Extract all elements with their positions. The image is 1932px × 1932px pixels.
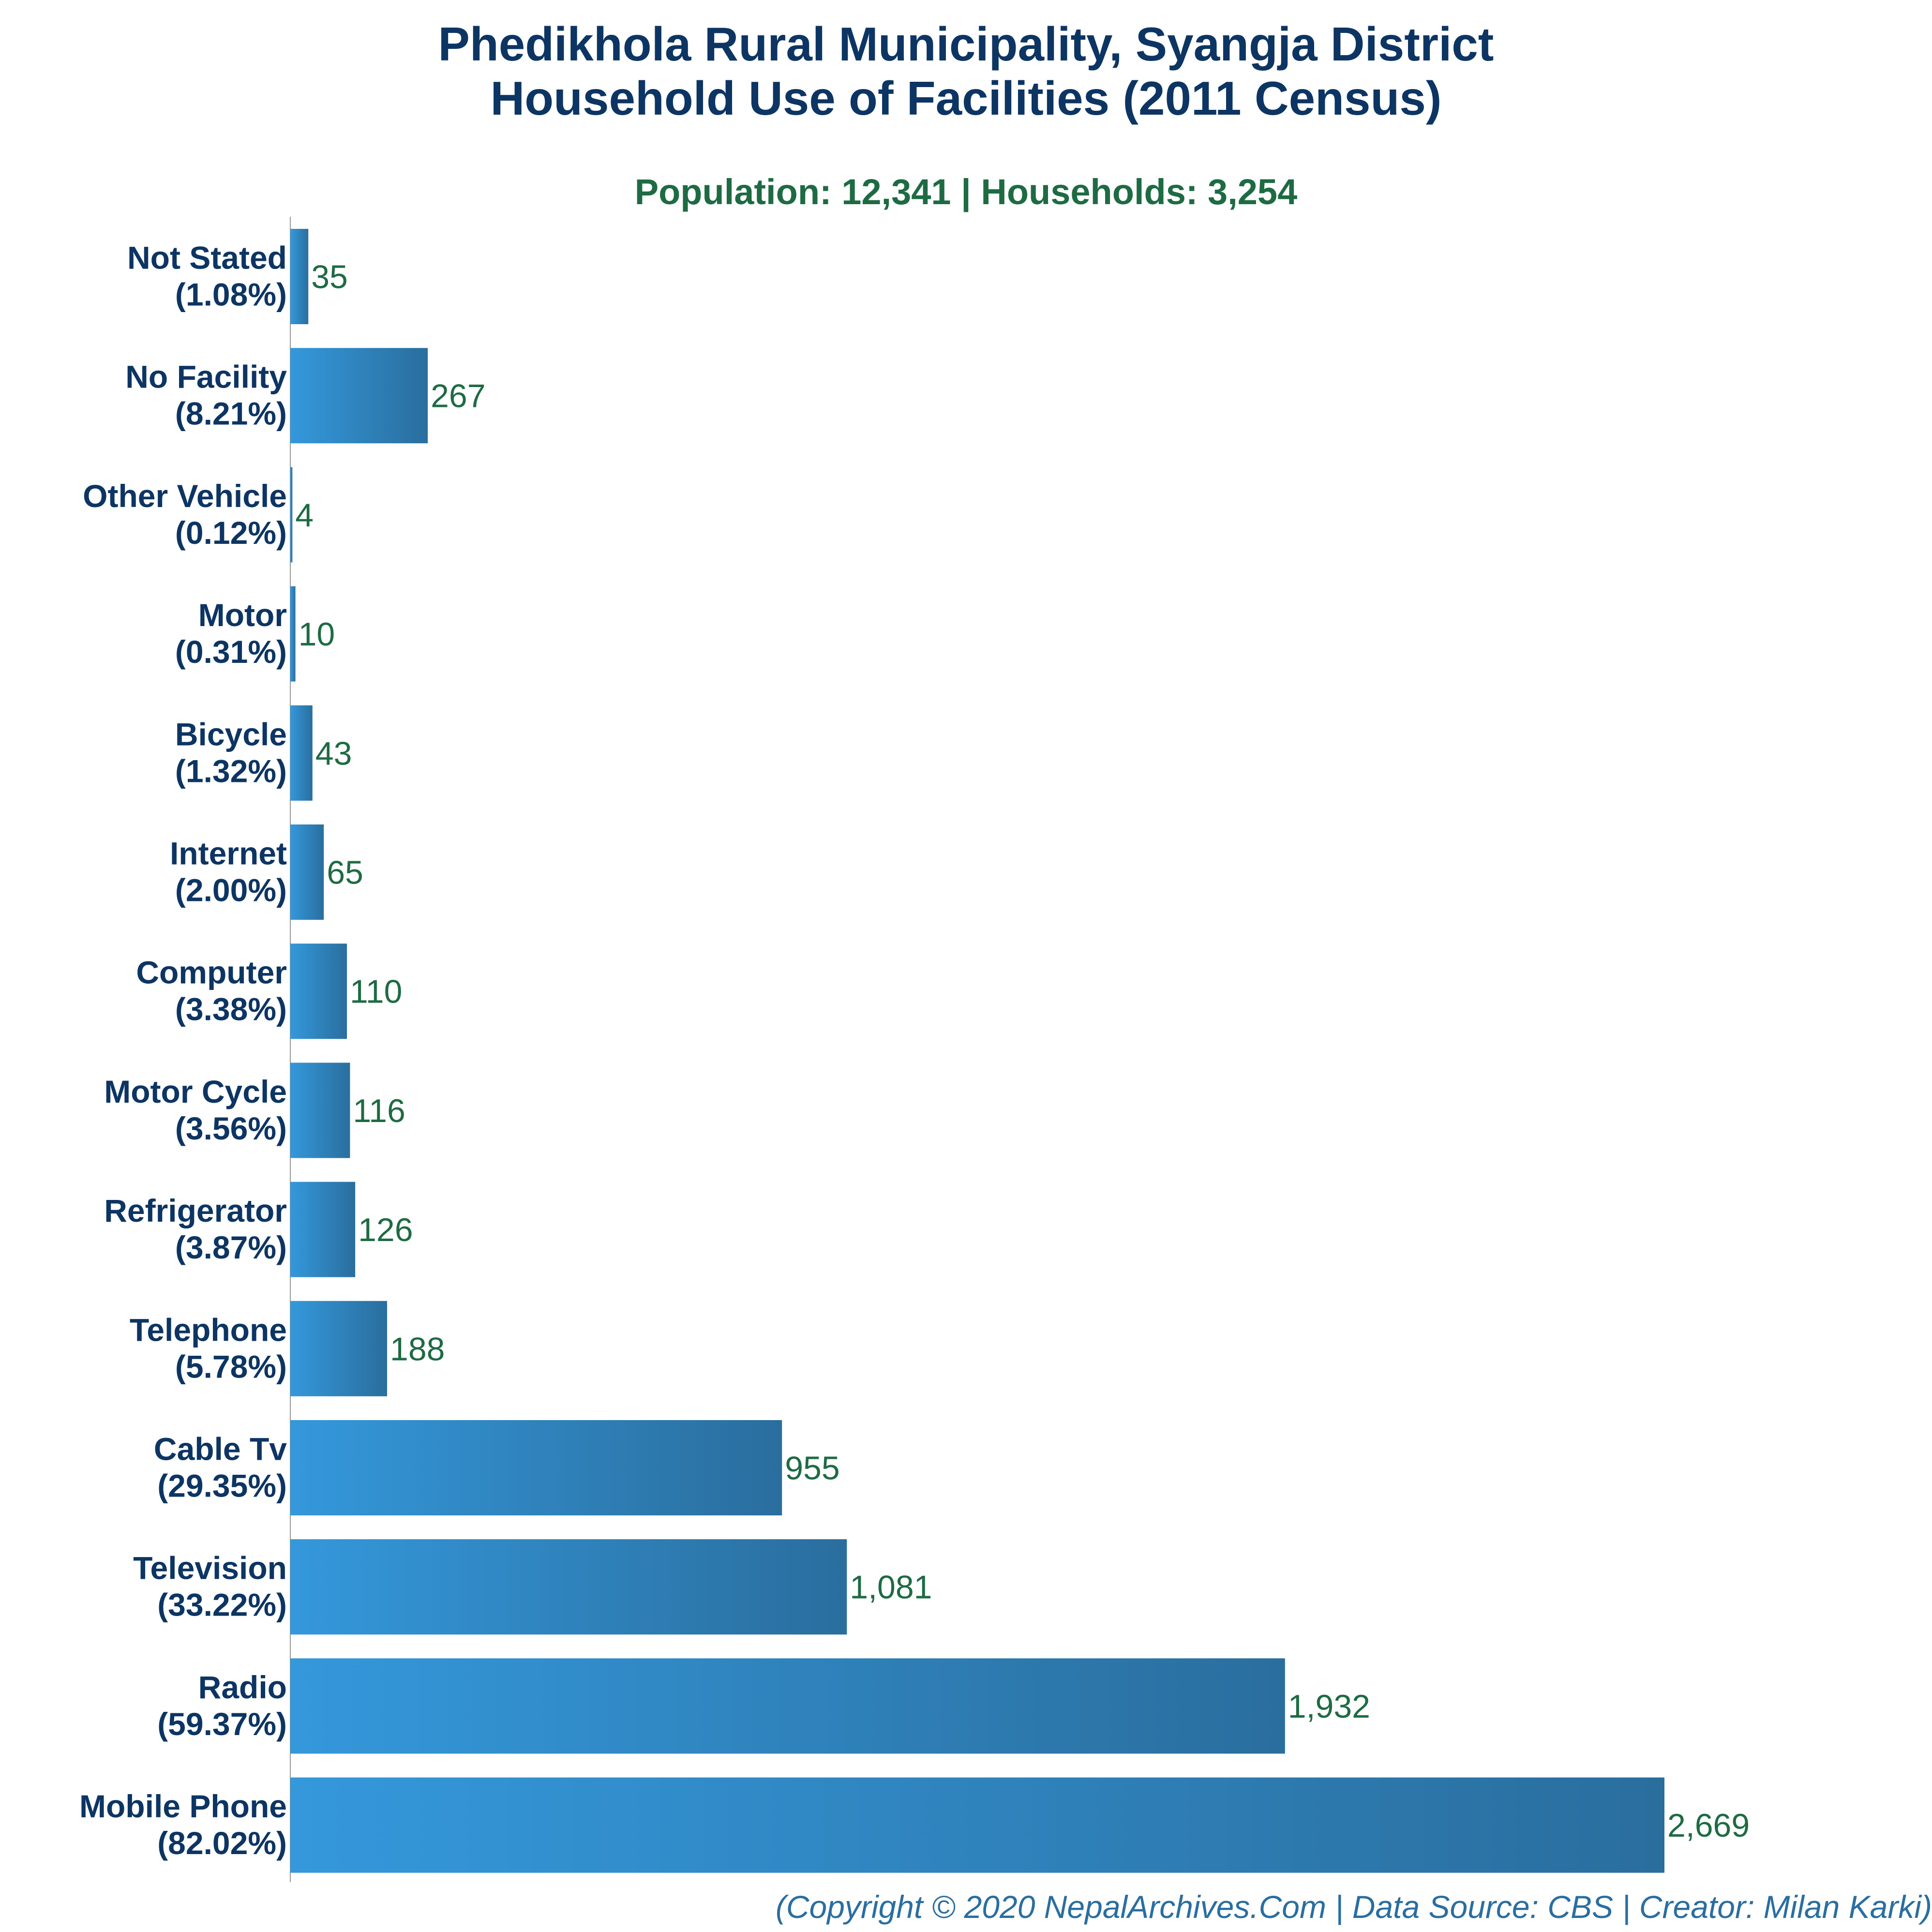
value-label: 1,081 <box>850 1569 932 1606</box>
bar-television <box>290 1539 847 1635</box>
percent-label: (5.78%) <box>175 1348 287 1384</box>
value-label: 188 <box>390 1331 445 1367</box>
percent-label: (2.00%) <box>175 872 287 908</box>
bar-cable-tv <box>290 1420 782 1515</box>
bar-bicycle <box>290 705 313 801</box>
category-label: Mobile Phone <box>79 1788 287 1824</box>
bar-internet <box>290 824 324 920</box>
category-label: No Facility <box>125 359 287 395</box>
value-label: 267 <box>431 378 485 415</box>
category-label: Computer <box>136 955 287 990</box>
category-label: Television <box>133 1550 287 1586</box>
percent-label: (59.37%) <box>157 1706 287 1742</box>
bar-motor-cycle <box>290 1063 350 1158</box>
percent-label: (3.56%) <box>175 1110 287 1146</box>
value-label: 43 <box>315 735 352 772</box>
bar-motor <box>290 586 296 682</box>
percent-label: (0.31%) <box>175 634 287 670</box>
value-label: 1,932 <box>1288 1688 1370 1725</box>
category-label: Motor Cycle <box>104 1074 287 1109</box>
bar-computer <box>290 944 347 1039</box>
chart-subtitle: Population: 12,341 | Households: 3,254 <box>634 172 1298 212</box>
percent-label: (33.22%) <box>157 1587 287 1623</box>
category-label: Other Vehicle <box>83 478 287 514</box>
chart-title: Phedikhola Rural Municipality, Syangja D… <box>0 17 1932 125</box>
category-label: Radio <box>198 1669 287 1705</box>
percent-label: (29.35%) <box>157 1468 287 1504</box>
percent-label: (1.08%) <box>175 277 287 313</box>
category-label: Bicycle <box>175 716 287 752</box>
category-label: Refrigerator <box>104 1193 287 1228</box>
bar-radio <box>290 1658 1285 1754</box>
value-label: 65 <box>327 854 363 891</box>
chart-title-line-2: Household Use of Facilities (2011 Census… <box>490 72 1442 125</box>
value-label: 955 <box>785 1450 839 1487</box>
category-label: Not Stated <box>127 240 287 276</box>
bar-telephone <box>290 1301 387 1396</box>
bar-other-vehicle <box>290 467 293 563</box>
value-label: 35 <box>311 259 348 296</box>
category-label: Internet <box>170 836 287 871</box>
value-label: 10 <box>299 616 335 653</box>
percent-label: (8.21%) <box>175 396 287 432</box>
category-label: Motor <box>198 597 287 633</box>
percent-label: (82.02%) <box>157 1825 287 1861</box>
value-label: 126 <box>358 1212 413 1248</box>
value-label: 116 <box>353 1093 405 1129</box>
percent-label: (3.87%) <box>175 1229 287 1265</box>
value-label: 2,669 <box>1667 1807 1750 1844</box>
category-label: Cable Tv <box>154 1431 287 1467</box>
category-label: Telephone <box>130 1312 287 1348</box>
bar-not-stated <box>290 229 309 324</box>
copyright-footer: (Copyright © 2020 NepalArchives.Com | Da… <box>775 1889 1932 1925</box>
value-label: 110 <box>350 973 402 1010</box>
value-label: 4 <box>295 497 314 534</box>
bars-layer: 35 Not Stated(1.08%) 267 No Facility(8.21%)… <box>79 229 1750 1873</box>
percent-label: (3.38%) <box>175 991 287 1027</box>
percent-label: (0.12%) <box>175 515 287 551</box>
bar-refrigerator <box>290 1182 356 1277</box>
chart-title-line-1: Phedikhola Rural Municipality, Syangja D… <box>438 17 1494 71</box>
bar-no-facility <box>290 348 428 444</box>
percent-label: (1.32%) <box>175 753 287 789</box>
bar-mobile-phone <box>290 1777 1664 1873</box>
